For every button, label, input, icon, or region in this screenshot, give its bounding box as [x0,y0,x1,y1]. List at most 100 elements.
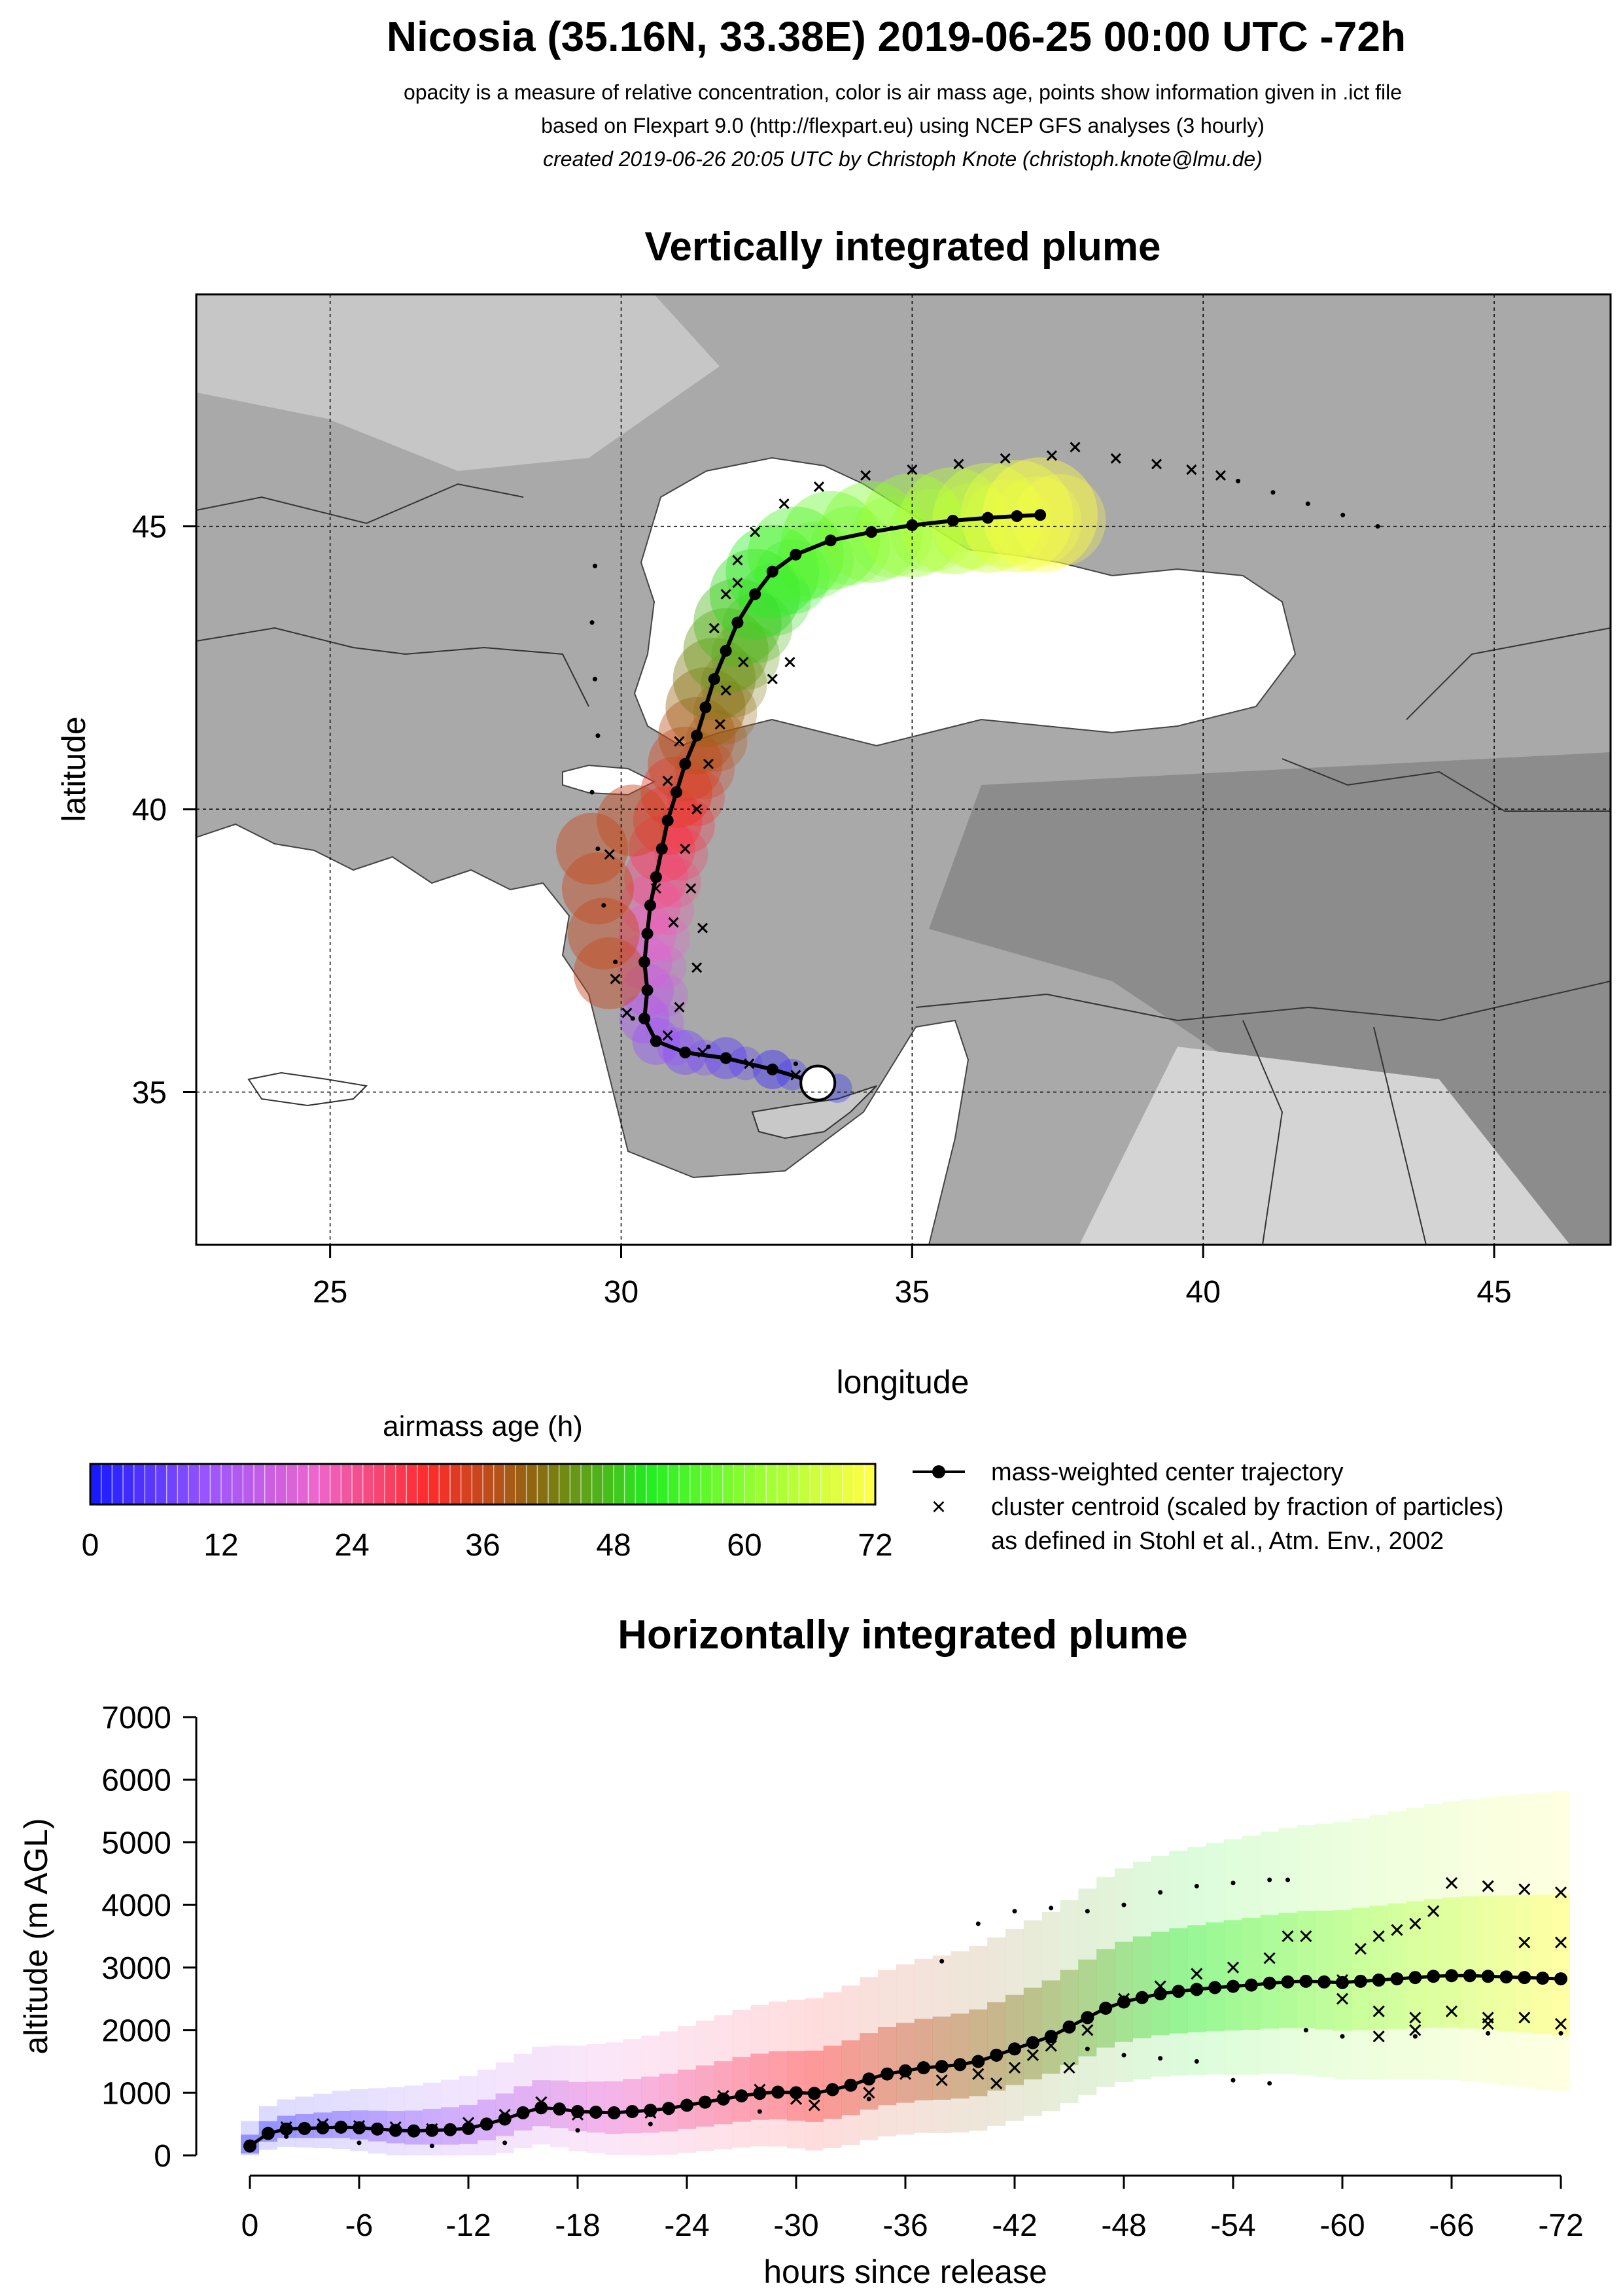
colorbar-segment [123,1464,135,1505]
small-dot-marker [592,676,597,682]
altitude-plume-column [1206,1843,1225,2075]
altitude-plume-column [1278,1828,1297,2075]
altitude-x-tick-label: 0 [241,2208,259,2243]
cluster-centroid-marker [691,962,703,973]
altitude-small-dot [648,2121,653,2127]
subtitle-line-1: opacity is a measure of relative concent… [404,80,1402,104]
center-trajectory-point [720,644,732,657]
altitude-center-point [1263,1976,1276,1990]
altitude-plume-core [969,2009,988,2096]
altitude-axis-ticks: 0 -6 -12 -18 -24 -30 -36 -42 -48 -54 -60 -66 -72 0 100… [101,1701,1583,2243]
altitude-plume-core [1041,1980,1060,2074]
cluster-centroid-marker [732,578,743,589]
map-frame [195,293,1612,1246]
colorbar-tick-label: 12 [203,1528,238,1563]
altitude-x-axis-label: hours since release [763,2253,1047,2290]
colorbar-segment [624,1464,636,1505]
altitude-center-point [1281,1975,1295,1989]
altitude-cluster-marker [1372,2030,1385,2043]
center-trajectory-point [641,928,654,940]
colorbar-segment [330,1464,341,1505]
altitude-y-tick-label: 1000 [101,2076,171,2111]
small-dot-marker [592,563,597,568]
map-panel: 25 30 35 40 45 35 40 45 longitude latitude [56,293,1612,1400]
altitude-center-point [899,2064,912,2078]
altitude-plume-column [423,2082,442,2155]
legend-cluster-marker: × [932,1493,946,1521]
altitude-center-point [680,2098,693,2112]
altitude-cluster-marker [717,2090,729,2102]
altitude-center-point [790,2086,803,2100]
colorbar [90,1464,876,1505]
altitude-small-dot [1194,1883,1199,1888]
altitude-cluster-marker [1409,2024,1422,2036]
altitude-panel-title: Horizontally integrated plume [618,1612,1188,1658]
cluster-centroid-marker [1186,464,1197,476]
legend-center-marker [932,1465,945,1478]
altitude-plume-column [368,2088,387,2154]
colorbar-segment [843,1464,854,1505]
altitude-plume-core [1533,1894,1552,2034]
map-x-tick-label: 40 [1186,1275,1221,1310]
cluster-centroid-marker [708,623,720,634]
altitude-center-point [571,2105,584,2118]
altitude-plume-column [695,2020,714,2151]
altitude-center-point [353,2121,366,2134]
plume-blob [645,886,695,935]
subtitle-line-3: created 2019-06-26 20:05 UTC by Christop… [543,147,1263,171]
altitude-plume-column [1315,1823,1334,2078]
altitude-x-tick-label: -42 [992,2208,1037,2243]
altitude-x-tick-label: -72 [1538,2208,1583,2243]
colorbar-segment [614,1464,625,1505]
center-trajectory-point [650,871,662,883]
altitude-plume-column [550,2045,569,2148]
altitude-center-point [1117,1995,1130,2009]
colorbar-segment [145,1464,156,1505]
altitude-cluster-marker [1227,1961,1240,1974]
colorbar-segment [133,1464,145,1505]
center-trajectory-point [824,534,837,547]
cluster-centroid-marker [604,849,615,860]
altitude-plume-core [823,2045,842,2119]
colorbar-segment [679,1464,691,1505]
altitude-small-dot [939,1958,945,1964]
colorbar-segment [166,1464,178,1505]
map-mediterranean [196,823,969,1245]
altitude-plume-column [568,2045,587,2151]
altitude-plume-column [1387,1811,1406,2079]
altitude-marks [243,1877,1567,2153]
altitude-plume-core [1242,1917,1261,2030]
cluster-centroid-marker [621,1007,633,1018]
altitude-plume-column [805,1998,824,2151]
colorbar-segment [755,1464,767,1505]
altitude-plume-column [477,2069,496,2155]
altitude-plume-column [1497,1796,1516,2086]
altitude-center-point [1372,1974,1386,1987]
altitude-small-dot [1303,2028,1308,2033]
colorbar-tick-label: 48 [596,1528,631,1563]
altitude-plume-core [1260,1915,1279,2029]
altitude-center-point [953,2058,967,2072]
altitude-center-point [1172,1985,1185,1998]
colorbar-segment [319,1464,331,1505]
small-dot-marker [1236,478,1241,483]
center-trajectory-point [790,548,802,561]
cluster-centroid-marker [738,657,749,668]
cluster-centroid-marker [674,1001,685,1013]
altitude-plume-column [769,2001,788,2147]
altitude-cluster-marker [1482,1880,1494,1892]
plume-blob [1013,474,1106,566]
altitude-plume-core [1351,1907,1370,2030]
altitude-plume-column [1297,1825,1316,2076]
center-trajectory-point [661,814,674,827]
altitude-center-point [1227,1979,1240,1993]
colorbar-segment [864,1464,876,1505]
cluster-centroid-marker [732,555,743,566]
colorbar-segment [766,1464,778,1505]
plume-blob [556,812,629,885]
altitude-cluster-marker [462,2117,475,2129]
plume-blob [963,479,1052,567]
altitude-center-point [298,2121,311,2135]
subtitle-line-2: based on Flexpart 9.0 (http://flexpart.e… [541,114,1265,137]
altitude-center-point [1318,1975,1331,1989]
